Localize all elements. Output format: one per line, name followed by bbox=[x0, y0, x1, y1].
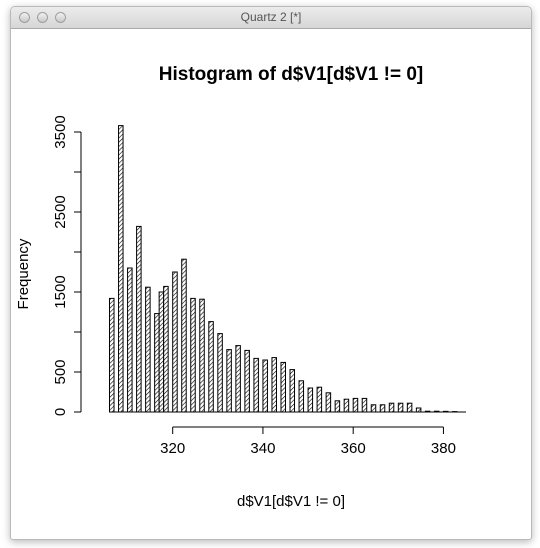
histogram-bar bbox=[307, 387, 314, 413]
x-tick-label: 340 bbox=[250, 440, 275, 457]
histogram-bar bbox=[280, 361, 286, 413]
y-axis: 0 500 1500 2500 3500 bbox=[52, 115, 82, 416]
histogram-bar bbox=[388, 402, 395, 413]
histogram-bar bbox=[181, 258, 187, 413]
histogram-bar bbox=[361, 397, 368, 413]
histogram-bar bbox=[289, 369, 296, 413]
histogram-bar bbox=[253, 357, 259, 413]
plot-area: Histogram of d$V1[d$V1 != 0] Frequency d… bbox=[11, 29, 529, 539]
histogram-bar bbox=[298, 380, 305, 413]
zoom-window-button[interactable] bbox=[55, 12, 66, 23]
histogram-bar bbox=[109, 297, 115, 413]
histogram-bar bbox=[226, 349, 232, 413]
histogram-bar bbox=[262, 359, 268, 413]
histogram-bar bbox=[127, 267, 133, 413]
histogram-bar bbox=[172, 271, 178, 413]
window-title: Quartz 2 [*] bbox=[240, 10, 302, 24]
close-window-button[interactable] bbox=[19, 12, 30, 23]
y-axis-label: Frequency bbox=[15, 238, 32, 309]
histogram-bar bbox=[190, 297, 196, 413]
y-tick-label: 2500 bbox=[52, 195, 69, 228]
y-tick-label: 0 bbox=[52, 408, 69, 416]
histogram-bar bbox=[118, 125, 124, 413]
histogram-bar bbox=[397, 402, 404, 413]
histogram-bar bbox=[244, 349, 250, 413]
y-tick-label: 1500 bbox=[52, 275, 69, 308]
histogram-bar bbox=[379, 404, 386, 413]
x-axis: 320 340 360 380 bbox=[160, 426, 456, 457]
y-tick-label: 3500 bbox=[52, 115, 69, 148]
histogram-bar bbox=[442, 410, 449, 413]
x-axis-label: d$V1[d$V1 != 0] bbox=[237, 493, 345, 510]
histogram-bar bbox=[136, 225, 142, 413]
histogram-bar bbox=[163, 285, 169, 413]
histogram-bar bbox=[325, 392, 332, 413]
histogram-bar bbox=[433, 410, 440, 413]
histogram-bar bbox=[217, 333, 223, 413]
histogram-bar bbox=[424, 410, 431, 413]
x-tick-label: 380 bbox=[431, 440, 456, 457]
quartz-window: Quartz 2 [*] Histogram of d$V1[d$V1 != 0… bbox=[10, 6, 532, 540]
chart-title: Histogram of d$V1[d$V1 != 0] bbox=[159, 64, 423, 85]
histogram-bar bbox=[199, 298, 205, 413]
histogram-bar bbox=[415, 407, 422, 413]
x-tick-label: 360 bbox=[341, 440, 366, 457]
bars-group bbox=[109, 125, 466, 413]
histogram-bar bbox=[316, 386, 323, 413]
histogram-bar bbox=[352, 397, 359, 413]
histogram-bar bbox=[158, 291, 165, 413]
histogram-bar bbox=[370, 404, 377, 413]
histogram-bar bbox=[208, 321, 214, 413]
histogram-bar bbox=[343, 398, 350, 413]
histogram-bar bbox=[406, 402, 413, 413]
minimize-window-button[interactable] bbox=[37, 12, 48, 23]
histogram-bar bbox=[145, 286, 151, 413]
histogram-bar bbox=[235, 345, 241, 413]
histogram-chart: Histogram of d$V1[d$V1 != 0] Frequency d… bbox=[15, 64, 466, 510]
histogram-bar bbox=[334, 400, 341, 413]
window-titlebar: Quartz 2 [*] bbox=[11, 7, 531, 29]
histogram-bar bbox=[154, 313, 160, 413]
y-tick-label: 500 bbox=[52, 359, 69, 384]
histogram-bar bbox=[271, 357, 277, 413]
x-tick-label: 320 bbox=[160, 440, 185, 457]
